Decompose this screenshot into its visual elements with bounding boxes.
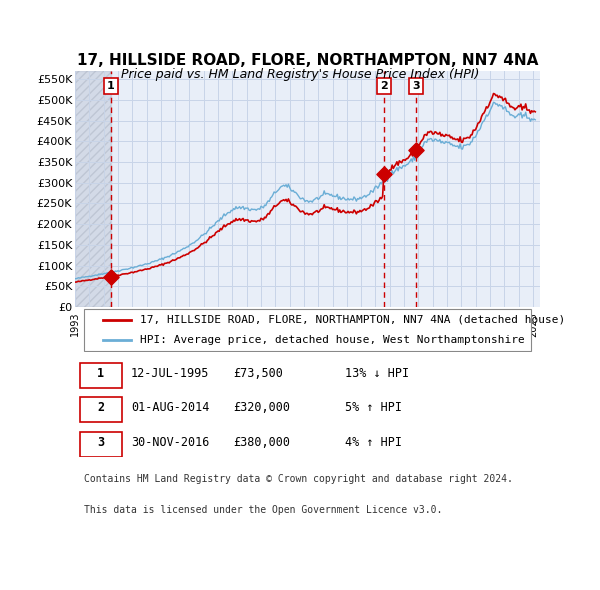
FancyBboxPatch shape <box>80 432 121 457</box>
Point <box>411 145 421 154</box>
Text: £380,000: £380,000 <box>233 436 290 449</box>
Text: 2: 2 <box>97 401 104 414</box>
Text: £73,500: £73,500 <box>233 367 283 380</box>
Text: 2: 2 <box>380 81 388 91</box>
Text: Contains HM Land Registry data © Crown copyright and database right 2024.: Contains HM Land Registry data © Crown c… <box>84 474 513 484</box>
Text: 3: 3 <box>97 436 104 449</box>
Text: 1: 1 <box>97 367 104 380</box>
FancyBboxPatch shape <box>80 363 121 388</box>
Text: 3: 3 <box>412 81 420 91</box>
Text: 30-NOV-2016: 30-NOV-2016 <box>131 436 209 449</box>
Text: 01-AUG-2014: 01-AUG-2014 <box>131 401 209 414</box>
Text: £320,000: £320,000 <box>233 401 290 414</box>
Point <box>379 170 389 179</box>
Text: 13% ↓ HPI: 13% ↓ HPI <box>344 367 409 380</box>
Text: 17, HILLSIDE ROAD, FLORE, NORTHAMPTON, NN7 4NA (detached house): 17, HILLSIDE ROAD, FLORE, NORTHAMPTON, N… <box>140 314 565 325</box>
Text: 12-JUL-1995: 12-JUL-1995 <box>131 367 209 380</box>
Bar <box>75 71 111 307</box>
Text: 1: 1 <box>107 81 115 91</box>
Text: This data is licensed under the Open Government Licence v3.0.: This data is licensed under the Open Gov… <box>84 504 443 514</box>
FancyBboxPatch shape <box>84 309 531 350</box>
Text: HPI: Average price, detached house, West Northamptonshire: HPI: Average price, detached house, West… <box>140 335 525 345</box>
Text: 4% ↑ HPI: 4% ↑ HPI <box>344 436 402 449</box>
Text: 5% ↑ HPI: 5% ↑ HPI <box>344 401 402 414</box>
Text: Price paid vs. HM Land Registry's House Price Index (HPI): Price paid vs. HM Land Registry's House … <box>121 68 479 81</box>
Title: 17, HILLSIDE ROAD, FLORE, NORTHAMPTON, NN7 4NA: 17, HILLSIDE ROAD, FLORE, NORTHAMPTON, N… <box>77 53 538 68</box>
Bar <box>75 71 111 307</box>
Point <box>106 272 116 281</box>
FancyBboxPatch shape <box>80 398 121 422</box>
